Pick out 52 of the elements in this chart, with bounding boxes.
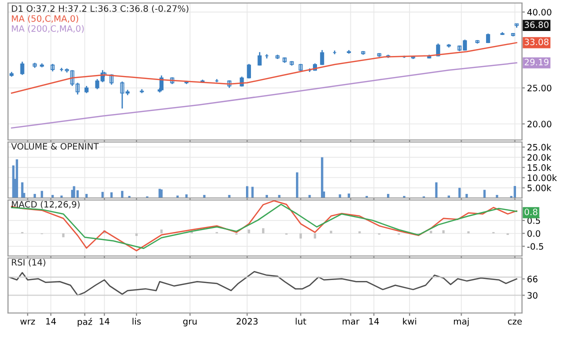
y-tick-label: 30 (528, 292, 538, 299)
line-series (10, 42, 518, 94)
annotation: 36.80 (524, 21, 549, 28)
y-tick-label: 0.0 (527, 230, 540, 237)
x-tick-label: lut (296, 318, 306, 325)
x-tick-label: paź (78, 318, 92, 327)
bar (466, 194, 468, 198)
y-tick-label: 10.00k (528, 174, 557, 182)
y-tick-label: 25.00 (528, 84, 552, 92)
x-tick-label: 2023 (236, 318, 258, 325)
bar (320, 157, 324, 198)
x-tick-label: 14 (369, 318, 379, 325)
bar (21, 182, 24, 198)
y-tick-label: 66 (527, 276, 538, 282)
x-tick-label: gru (183, 320, 197, 326)
bar (76, 190, 79, 198)
bar (121, 190, 124, 198)
x-tick-label: cze (508, 320, 522, 325)
bar (514, 186, 516, 198)
annotation: 0.8 (524, 208, 538, 216)
bar (34, 194, 36, 198)
text: MA (50,C,MA,0) (12, 15, 78, 23)
y-tick-label: 20.00 (528, 120, 552, 128)
chart-title: RSI (14) (12, 258, 46, 267)
y-tick-label: 15.0k (528, 164, 552, 171)
bar (40, 190, 44, 198)
bar (246, 186, 248, 198)
x-tick-label: 14 (100, 318, 110, 325)
annotation: 29.19 (524, 58, 548, 66)
y-tick-label: 25.0k (528, 144, 552, 151)
bar (435, 182, 438, 198)
x-tick-label: wrz (20, 320, 35, 325)
chart-title: MACD (12,26,9) (12, 200, 80, 209)
bar (101, 192, 104, 198)
chart-title: VOLUME & OPENINT (11, 142, 99, 150)
x-tick-label: lis (132, 318, 141, 325)
annotation: 33.08 (524, 38, 549, 46)
text: MA (200,C,MA,0) (12, 25, 84, 33)
y-tick-label: 20.0k (528, 154, 552, 161)
chart-title: D1 O:37.2 H:37.2 L:36.3 C:36.8 (-0.27%) (12, 5, 188, 13)
bar (348, 194, 350, 198)
x-tick-label: kwi (403, 318, 416, 325)
x-tick-label: 14 (46, 318, 56, 325)
bar (296, 172, 298, 198)
x-tick-label: maj (454, 318, 469, 326)
y-tick-label: 40.00 (527, 8, 552, 16)
line-series (9, 271, 518, 296)
y-tick-label: -0.5 (527, 243, 544, 250)
bar (386, 194, 390, 198)
line-series (10, 62, 518, 129)
y-tick-label: 5.00k (528, 184, 552, 192)
x-tick-label: mar (342, 320, 360, 325)
